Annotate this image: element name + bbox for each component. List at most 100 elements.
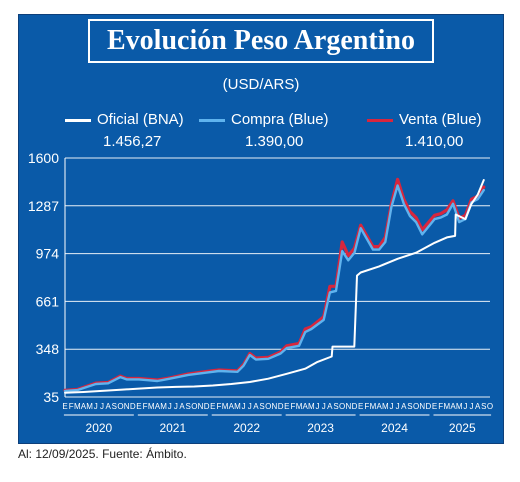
x-month-label: S	[407, 402, 412, 411]
x-month-label: O	[413, 402, 419, 411]
x-month-label: F	[290, 402, 295, 411]
legend-value-venta: 1.410,00	[405, 133, 464, 150]
x-month-label: F	[69, 402, 74, 411]
x-month-label: F	[217, 402, 222, 411]
x-month-label: J	[168, 402, 172, 411]
x-month-label: A	[253, 402, 259, 411]
chart-title: Evolución Peso Argentino	[88, 19, 434, 63]
legend-swatch-compra	[199, 118, 225, 122]
y-tick-label-348: 348	[36, 341, 60, 357]
series-line-venta	[63, 177, 486, 392]
grid	[64, 157, 490, 398]
x-month-label: M	[382, 402, 389, 411]
x-month-label: A	[401, 402, 407, 411]
x-month-label: S	[112, 402, 117, 411]
legend-item-compra: Compra (Blue)	[199, 111, 329, 128]
y-tick-label-1287: 1287	[28, 198, 59, 214]
series-line-compra	[63, 184, 485, 393]
legend-swatch-venta	[367, 118, 393, 122]
x-month-label: E	[62, 402, 67, 411]
x-month-label: A	[376, 402, 382, 411]
x-month-label: J	[94, 402, 98, 411]
x-month-label: E	[210, 402, 215, 411]
x-month-label: J	[322, 402, 326, 411]
x-month-label: J	[248, 402, 252, 411]
x-year-label-2022: 2022	[233, 421, 260, 435]
x-month-label: J	[316, 402, 320, 411]
series-line-oficial	[64, 179, 485, 394]
x-year-label-2023: 2023	[307, 421, 334, 435]
legend-label-venta: Venta (Blue)	[399, 111, 482, 128]
x-month-label: D	[130, 402, 136, 411]
x-month-label: M	[234, 402, 241, 411]
x-month-label: D	[204, 402, 210, 411]
legend-swatch-oficial	[65, 118, 91, 122]
x-month-label: S	[333, 402, 338, 411]
x-month-label: A	[155, 402, 161, 411]
x-month-label: M	[222, 402, 229, 411]
x-month-label: O	[487, 402, 493, 411]
y-tick-label-661: 661	[36, 293, 60, 309]
x-month-label: A	[475, 402, 481, 411]
y-tick-label-35: 35	[43, 389, 59, 405]
x-month-label: E	[284, 402, 289, 411]
x-month-label: M	[86, 402, 93, 411]
x-month-label: M	[296, 402, 303, 411]
x-month-label: J	[174, 402, 178, 411]
legend-value-compra: 1.390,00	[245, 133, 304, 150]
x-month-label: J	[463, 402, 467, 411]
x-month-label: J	[470, 402, 474, 411]
x-month-label: O	[339, 402, 345, 411]
x-month-label: J	[242, 402, 246, 411]
x-month-label: N	[124, 402, 130, 411]
x-year-label-2024: 2024	[381, 421, 408, 435]
x-year-label-2020: 2020	[86, 421, 113, 435]
legend: Oficial (BNA) Compra (Blue) Venta (Blue)…	[19, 111, 503, 155]
x-month-label: J	[389, 402, 393, 411]
x-month-label: F	[143, 402, 148, 411]
x-month-label: A	[303, 402, 309, 411]
x-month-label: M	[308, 402, 315, 411]
x-month-label: J	[396, 402, 400, 411]
source-caption: Al: 12/09/2025. Fuente: Ámbito.	[18, 447, 187, 461]
y-tick-label-1600: 1600	[28, 150, 59, 166]
x-month-label: F	[364, 402, 369, 411]
x-month-label: M	[456, 402, 463, 411]
x-month-label: N	[198, 402, 204, 411]
x-month-label: D	[278, 402, 284, 411]
x-month-label: F	[438, 402, 443, 411]
legend-item-oficial: Oficial (BNA)	[65, 111, 184, 128]
x-month-label: O	[191, 402, 197, 411]
x-month-label: J	[100, 402, 104, 411]
x-month-label: O	[265, 402, 271, 411]
x-month-label: M	[160, 402, 167, 411]
x-month-label: M	[74, 402, 81, 411]
x-month-label: O	[117, 402, 123, 411]
x-month-label: E	[136, 402, 141, 411]
x-year-label-2021: 2021	[159, 421, 186, 435]
x-month-label: S	[481, 402, 486, 411]
x-month-label: D	[352, 402, 358, 411]
chart-unit: (USD/ARS)	[222, 76, 300, 93]
x-month-label: M	[370, 402, 377, 411]
legend-label-compra: Compra (Blue)	[231, 111, 329, 128]
x-month-label: A	[179, 402, 185, 411]
legend-value-oficial: 1.456,27	[103, 133, 162, 150]
x-month-label: A	[81, 402, 87, 411]
x-month-label: M	[148, 402, 155, 411]
series-layer	[63, 177, 486, 394]
x-month-label: A	[229, 402, 235, 411]
x-month-label: S	[259, 402, 264, 411]
x-month-label: M	[444, 402, 451, 411]
x-month-label: A	[450, 402, 456, 411]
x-month-label: S	[186, 402, 191, 411]
x-year-label-2025: 2025	[449, 421, 476, 435]
legend-label-oficial: Oficial (BNA)	[97, 111, 184, 128]
x-month-label: A	[327, 402, 333, 411]
x-month-label: N	[345, 402, 351, 411]
x-month-label: N	[272, 402, 278, 411]
y-axis: 1600 1287 974 661 348 35	[28, 150, 59, 405]
x-month-label: E	[432, 402, 437, 411]
